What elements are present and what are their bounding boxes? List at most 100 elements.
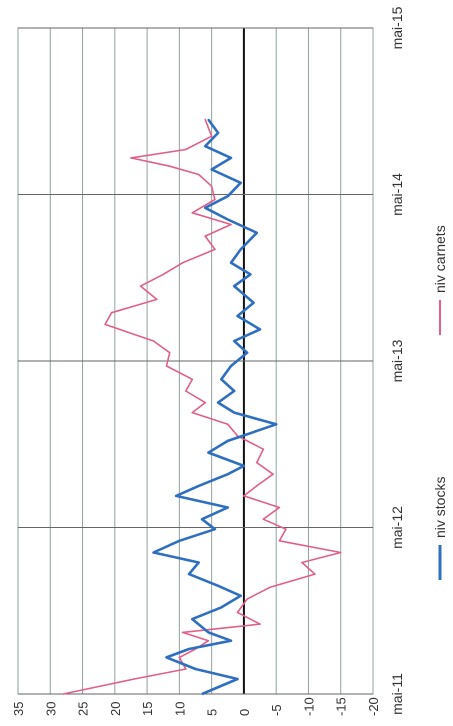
data-point bbox=[197, 173, 200, 176]
data-point bbox=[162, 273, 164, 276]
data-point bbox=[230, 157, 232, 159]
legend: niv stocks niv carnets bbox=[432, 225, 448, 580]
data-point bbox=[204, 401, 206, 404]
y-tick-label: 10 bbox=[172, 702, 187, 716]
data-point bbox=[301, 561, 303, 564]
data-point bbox=[207, 639, 210, 642]
data-point bbox=[220, 378, 223, 381]
data-point bbox=[227, 423, 229, 426]
y-tick-label: -15 bbox=[334, 697, 349, 716]
y-tick-label: -20 bbox=[366, 697, 381, 716]
data-point bbox=[156, 298, 158, 301]
data-point bbox=[252, 301, 255, 304]
data-point bbox=[233, 390, 235, 392]
data-point bbox=[204, 145, 206, 147]
data-point bbox=[207, 118, 210, 121]
data-point bbox=[204, 118, 206, 121]
data-point bbox=[181, 631, 184, 634]
legend-label: niv stocks bbox=[432, 477, 448, 538]
data-point bbox=[255, 232, 258, 234]
data-point bbox=[285, 528, 287, 530]
data-point bbox=[239, 248, 242, 251]
data-point bbox=[168, 165, 171, 167]
data-point bbox=[139, 285, 142, 287]
data-point bbox=[130, 157, 132, 159]
data-point bbox=[214, 528, 216, 530]
data-point bbox=[268, 586, 271, 589]
data-point bbox=[236, 611, 239, 614]
data-point bbox=[236, 678, 239, 680]
data-point bbox=[262, 448, 265, 451]
x-tick-label: mai-15 bbox=[389, 6, 405, 49]
data-point bbox=[230, 223, 232, 226]
y-tick-label: 30 bbox=[43, 702, 58, 716]
data-point bbox=[217, 132, 219, 134]
x-tick-label: mai-11 bbox=[389, 673, 405, 715]
data-point bbox=[227, 218, 229, 221]
series-line-niv-carnets bbox=[63, 119, 342, 695]
data-point bbox=[249, 273, 252, 276]
data-point bbox=[191, 212, 194, 214]
data-point bbox=[201, 518, 203, 520]
data-point bbox=[239, 595, 242, 597]
data-point bbox=[185, 390, 187, 392]
data-point bbox=[239, 182, 242, 184]
data-point bbox=[255, 485, 258, 487]
series-layer bbox=[62, 118, 342, 696]
data-point bbox=[188, 648, 190, 650]
y-tick-label: -10 bbox=[301, 697, 316, 716]
x-tick-labels: mai-11 mai-12 mai-13 mai-14 mai-15 bbox=[389, 6, 405, 714]
data-point bbox=[230, 639, 232, 642]
data-point bbox=[62, 693, 64, 695]
data-point bbox=[197, 561, 200, 564]
data-point bbox=[243, 465, 245, 467]
data-point bbox=[214, 198, 216, 201]
data-point bbox=[185, 148, 187, 151]
data-point bbox=[104, 323, 106, 326]
data-point bbox=[210, 185, 213, 187]
data-point bbox=[262, 518, 265, 520]
data-point bbox=[227, 440, 229, 442]
data-point bbox=[227, 506, 229, 509]
data-point bbox=[227, 195, 229, 197]
data-point bbox=[233, 340, 235, 342]
data-point bbox=[207, 451, 210, 454]
data-point bbox=[210, 135, 213, 137]
data-point bbox=[220, 606, 223, 609]
data-point bbox=[275, 423, 278, 426]
data-point bbox=[181, 262, 184, 264]
data-point bbox=[168, 351, 171, 354]
data-point bbox=[204, 207, 206, 209]
data-point bbox=[194, 668, 197, 670]
y-tick-labels: 35 30 25 20 15 10 5 0 -5 -10 -15 -20 bbox=[11, 697, 381, 716]
data-point bbox=[214, 248, 216, 251]
legend-label: niv carnets bbox=[432, 225, 448, 293]
data-point bbox=[178, 540, 181, 542]
data-point bbox=[133, 678, 135, 680]
data-point bbox=[191, 411, 194, 414]
data-point bbox=[278, 506, 281, 509]
data-point bbox=[259, 623, 261, 625]
data-point bbox=[278, 540, 281, 542]
data-point bbox=[188, 573, 190, 575]
x-tick-label: mai-13 bbox=[389, 339, 405, 382]
data-point bbox=[255, 461, 258, 464]
data-point bbox=[204, 235, 206, 237]
data-point bbox=[165, 656, 168, 659]
data-point bbox=[191, 618, 194, 620]
data-point bbox=[152, 340, 155, 342]
y-tick-label: 0 bbox=[237, 709, 252, 716]
data-point bbox=[197, 485, 200, 487]
y-tick-label: -5 bbox=[269, 704, 284, 716]
y-tick-label: 35 bbox=[11, 702, 26, 716]
data-point bbox=[233, 285, 235, 287]
data-point bbox=[246, 598, 248, 600]
x-tick-label: mai-14 bbox=[389, 173, 405, 216]
data-point bbox=[243, 495, 245, 497]
y-tick-label: 5 bbox=[205, 709, 220, 716]
data-point bbox=[110, 311, 113, 314]
data-point bbox=[201, 693, 203, 695]
data-point bbox=[227, 473, 229, 476]
data-point bbox=[191, 378, 194, 381]
